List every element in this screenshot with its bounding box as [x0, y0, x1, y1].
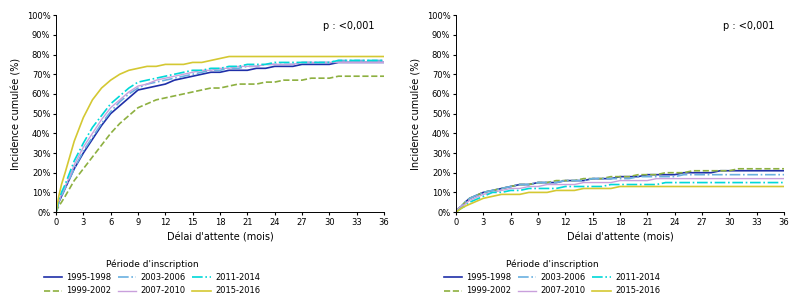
Text: p : <0,001: p : <0,001	[322, 21, 374, 31]
Legend: 1995-1998, 1999-2002, 2003-2006, 2007-2010, 2011-2014, 2015-2016: 1995-1998, 1999-2002, 2003-2006, 2007-20…	[444, 260, 660, 295]
Y-axis label: Incidence cumulée (%): Incidence cumulée (%)	[11, 58, 21, 170]
X-axis label: Délai d'attente (mois): Délai d'attente (mois)	[566, 232, 674, 242]
Y-axis label: Incidence cumulée (%): Incidence cumulée (%)	[411, 58, 421, 170]
Legend: 1995-1998, 1999-2002, 2003-2006, 2007-2010, 2011-2014, 2015-2016: 1995-1998, 1999-2002, 2003-2006, 2007-20…	[44, 260, 260, 295]
X-axis label: Délai d'attente (mois): Délai d'attente (mois)	[166, 232, 274, 242]
Text: p : <0,001: p : <0,001	[722, 21, 774, 31]
